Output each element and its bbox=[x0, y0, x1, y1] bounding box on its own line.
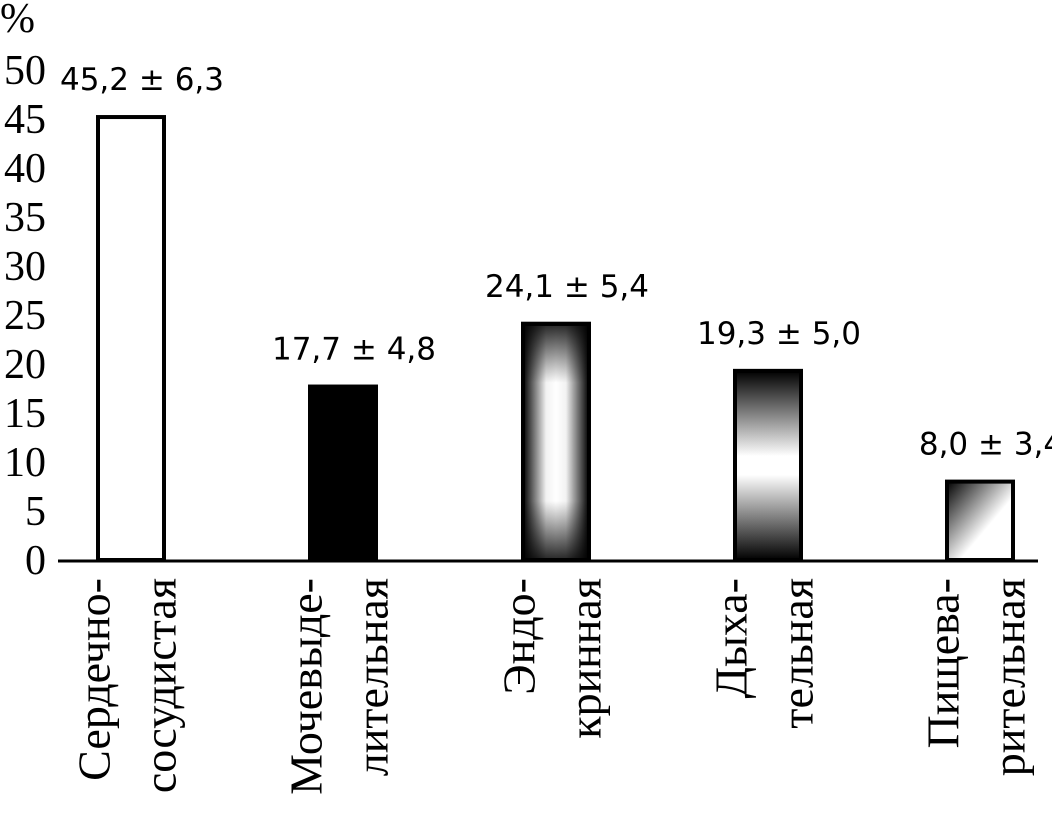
category-label: Мочевыде-лительная bbox=[281, 578, 398, 795]
x-tick-label: Сердечно- bbox=[69, 578, 120, 781]
category-label: Эндо-кринная bbox=[494, 578, 611, 739]
x-tick-label: тельная bbox=[772, 578, 823, 729]
y-tick-label: 25 bbox=[4, 293, 46, 339]
y-tick-label: 50 bbox=[4, 48, 46, 94]
bar bbox=[96, 115, 166, 562]
category-label: Сердечно-сосудистая bbox=[69, 578, 186, 793]
y-tick-label: 45 bbox=[4, 97, 46, 143]
bar-shading bbox=[521, 321, 591, 562]
data-label: 8,0 ± 3,4 bbox=[919, 427, 1052, 463]
category-label: Пищева-рительная bbox=[918, 578, 1035, 776]
data-label: 45,2 ± 6,3 bbox=[60, 62, 224, 98]
x-tick-label: лительная bbox=[347, 578, 398, 776]
y-tick-label: 30 bbox=[4, 244, 46, 290]
bar bbox=[945, 479, 1015, 563]
y-tick-label: 0 bbox=[25, 538, 46, 584]
y-tick-label: 15 bbox=[4, 391, 46, 437]
bars bbox=[96, 115, 1015, 563]
y-axis-unit-label: % bbox=[0, 0, 35, 42]
x-tick-label: Эндо- bbox=[494, 578, 545, 695]
x-tick-label: рительная bbox=[984, 578, 1035, 776]
data-labels: 45,2 ± 6,3 17,7 ± 4,8 24,1 ± 5,4 19,3 ± 5,0… bbox=[60, 62, 1052, 463]
x-tick-label: кринная bbox=[560, 578, 611, 739]
y-tick-label: 35 bbox=[4, 195, 46, 241]
x-tick-label: Дыха- bbox=[706, 578, 757, 698]
category-label: Дыха-тельная bbox=[706, 578, 823, 729]
x-tick-label: Пищева- bbox=[918, 578, 969, 749]
category-labels: Сердечно-сосудистая Мочевыде-лительная Энд… bbox=[69, 578, 1035, 795]
y-tick-label: 5 bbox=[25, 489, 46, 535]
y-tick-label: 40 bbox=[4, 146, 46, 192]
data-label: 24,1 ± 5,4 bbox=[485, 269, 649, 305]
y-tick-label: 20 bbox=[4, 342, 46, 388]
data-label: 17,7 ± 4,8 bbox=[272, 332, 436, 368]
x-tick-label: Мочевыде- bbox=[281, 578, 332, 795]
x-tick-label: сосудистая bbox=[135, 578, 186, 793]
y-tick-label: 10 bbox=[4, 440, 46, 486]
bar bbox=[308, 384, 378, 563]
data-label: 19,3 ± 5,0 bbox=[697, 316, 861, 352]
bar bbox=[733, 368, 803, 562]
